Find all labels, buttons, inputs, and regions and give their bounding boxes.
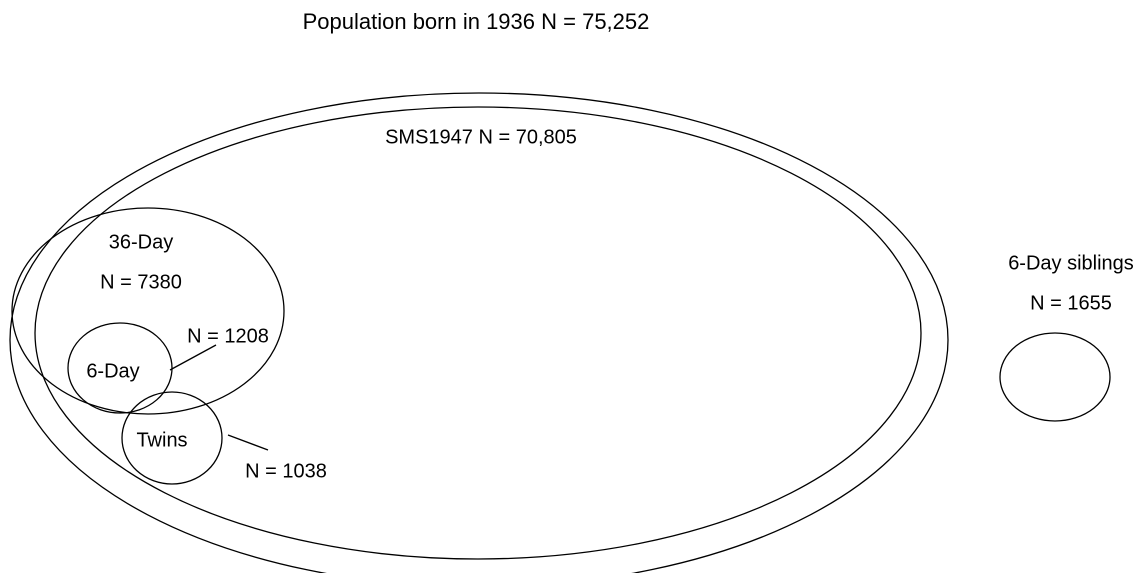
36-day-ellipse bbox=[11, 207, 285, 415]
node-label: Twins bbox=[136, 429, 187, 451]
node-count: N = 1655 bbox=[1030, 292, 1112, 314]
twins-ellipse bbox=[121, 391, 223, 485]
6-day-ellipse bbox=[67, 322, 173, 414]
node-count: N = 1208 bbox=[187, 325, 269, 347]
node-count: N = 7380 bbox=[100, 271, 182, 293]
leader-line bbox=[169, 344, 217, 371]
node-label: 6-Day bbox=[86, 360, 139, 382]
population-ellipse bbox=[9, 92, 949, 573]
node-label: SMS1947 N = 70,805 bbox=[385, 126, 577, 148]
title: Population born in 1936 N = 75,252 bbox=[303, 9, 650, 34]
6-day-siblings-ellipse bbox=[999, 332, 1111, 422]
sms1947-ellipse bbox=[34, 106, 922, 560]
node-label: 6-Day siblings bbox=[1008, 252, 1134, 274]
node-count: N = 1038 bbox=[245, 460, 327, 482]
leader-line bbox=[227, 434, 269, 451]
node-label: 36-Day bbox=[109, 231, 173, 253]
